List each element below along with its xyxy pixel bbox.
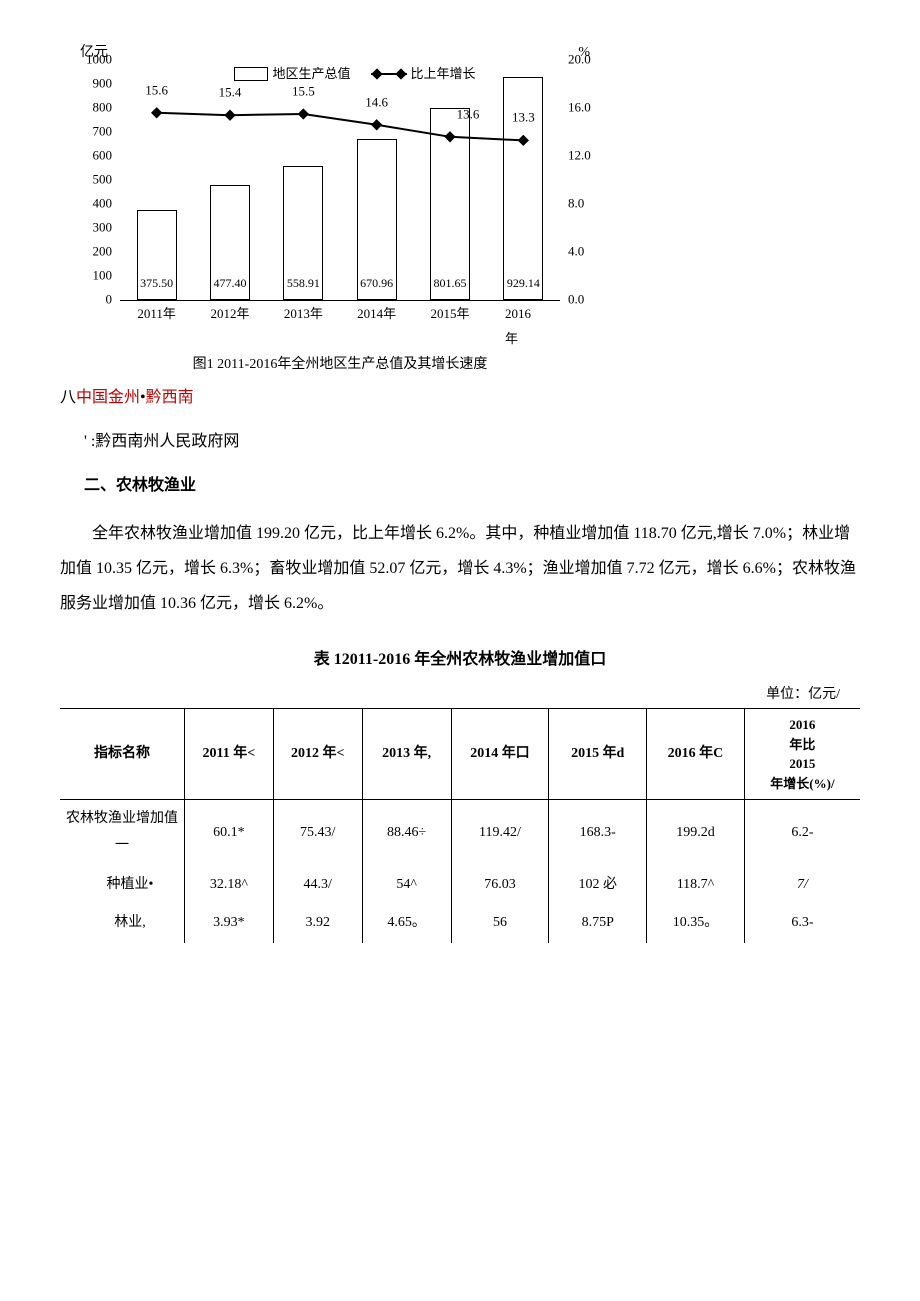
table-col-header: 2014 年口 [451, 709, 549, 800]
table-1: 指标名称2011 年<2012 年<2013 年,2014 年口2015 年d2… [60, 708, 860, 942]
table-col-header: 2012 年< [273, 709, 362, 800]
y-left-tick: 300 [72, 216, 112, 241]
y-left-tick: 0 [72, 288, 112, 313]
x-axis-labels: 2011年2012年2013年2014年2015年2016年 [120, 302, 560, 322]
site-branding-line: 八中国金州•黔西南 [60, 383, 860, 413]
table-body: 农林牧渔业增加值一60.1*75.43/88.46÷119.42/168.3-1… [60, 800, 860, 943]
table-cell: 199.2d [647, 800, 745, 866]
table-cell: 6.3- [744, 904, 860, 943]
y-left-tick: 700 [72, 120, 112, 145]
table-cell: 4.65。 [362, 904, 451, 943]
y-right-tick: 20.0 [568, 48, 608, 73]
y-left-tick: 200 [72, 240, 112, 265]
table-1-unit: 单位：亿元/ [60, 682, 840, 709]
y-left-tick: 900 [72, 72, 112, 97]
table-cell: 3.92 [273, 904, 362, 943]
table-col-header: 2013 年, [362, 709, 451, 800]
y-right-tick: 16.0 [568, 96, 608, 121]
line-point-label: 15.4 [219, 81, 242, 106]
x-tick-label: 2012年 [210, 302, 249, 327]
table-cell: 118.7^ [647, 866, 745, 905]
section-2-paragraph: 全年农林牧渔业增加值 199.20 亿元，比上年增长 6.2%。其中，种植业增加… [60, 516, 860, 622]
table-row: 林业,3.93*3.924.65。568.75P10.35。6.3- [60, 904, 860, 943]
y-left-tick: 600 [72, 144, 112, 169]
table-cell: 10.35。 [647, 904, 745, 943]
line-point-label: 14.6 [365, 90, 388, 115]
x-tick-label: 2013年 [284, 302, 323, 327]
table-row: 种植业•32.18^44.3/54^76.03102 必118.7^7/ [60, 866, 860, 905]
table-cell: 88.46÷ [362, 800, 451, 866]
line-point-label: 15.6 [145, 78, 168, 103]
line-point-label: 15.5 [292, 79, 315, 104]
table-cell: 76.03 [451, 866, 549, 905]
table-col-header: 2015 年d [549, 709, 647, 800]
table-1-title: 表 12011-2016 年全州农林牧渔业增加值口 [60, 645, 860, 675]
table-col-header: 指标名称 [60, 709, 184, 800]
table-cell: 3.93* [184, 904, 273, 943]
row-name-cell: 农林牧渔业增加值一 [60, 800, 184, 866]
y-right-tick: 0.0 [568, 288, 608, 313]
section-2-heading: 二、农林牧渔业 [84, 471, 860, 501]
table-cell: 56 [451, 904, 549, 943]
line-point-label: 13.3 [512, 106, 535, 131]
table-row: 农林牧渔业增加值一60.1*75.43/88.46÷119.42/168.3-1… [60, 800, 860, 866]
y-right-tick: 12.0 [568, 144, 608, 169]
table-cell: 44.3/ [273, 866, 362, 905]
line-point-label: 13.6 [457, 102, 480, 127]
table-col-header: 2016年比2015年增长(%)/ [744, 709, 860, 800]
table-cell: 54^ [362, 866, 451, 905]
y-left-tick: 800 [72, 96, 112, 121]
source-line: ' :黔西南州人民政府网 [84, 427, 860, 457]
branding-mid: 中国金州 [76, 389, 140, 406]
table-header-row: 指标名称2011 年<2012 年<2013 年,2014 年口2015 年d2… [60, 709, 860, 800]
x-tick-label: 2014年 [357, 302, 396, 327]
y-left-tick: 100 [72, 264, 112, 289]
chart-area: 亿元 % 地区生产总值 比上年增长 0100200300400500600700… [60, 40, 620, 350]
table-cell: 60.1* [184, 800, 273, 866]
table-cell: 75.43/ [273, 800, 362, 866]
table-cell: 102 必 [549, 866, 647, 905]
line-group [120, 60, 560, 300]
table-cell: 6.2- [744, 800, 860, 866]
table-cell: 8.75P [549, 904, 647, 943]
y-left-tick: 1000 [72, 48, 112, 73]
plot-area: 地区生产总值 比上年增长 010020030040050060070080090… [120, 60, 560, 301]
x-tick-label: 2011年 [137, 302, 176, 327]
y-right-tick: 8.0 [568, 192, 608, 217]
table-cell: 168.3- [549, 800, 647, 866]
gdp-chart: 亿元 % 地区生产总值 比上年增长 0100200300400500600700… [60, 40, 620, 379]
y-right-tick: 4.0 [568, 240, 608, 265]
row-name-cell: 林业, [60, 904, 184, 943]
row-name-cell: 种植业• [60, 866, 184, 905]
table-cell: 119.42/ [451, 800, 549, 866]
table-col-header: 2011 年< [184, 709, 273, 800]
table-col-header: 2016 年C [647, 709, 745, 800]
table-cell: 7/ [744, 866, 860, 905]
y-left-tick: 500 [72, 168, 112, 193]
branding-prefix: 八 [60, 389, 76, 406]
y-left-tick: 400 [72, 192, 112, 217]
x-tick-label: 2015年 [430, 302, 469, 327]
branding-suffix: 黔西南 [146, 389, 194, 406]
chart-caption: 图1 2011-2016年全州地区生产总值及其增长速度 [60, 352, 620, 379]
table-cell: 32.18^ [184, 866, 273, 905]
x-tick-label: 2016年 [505, 302, 542, 351]
